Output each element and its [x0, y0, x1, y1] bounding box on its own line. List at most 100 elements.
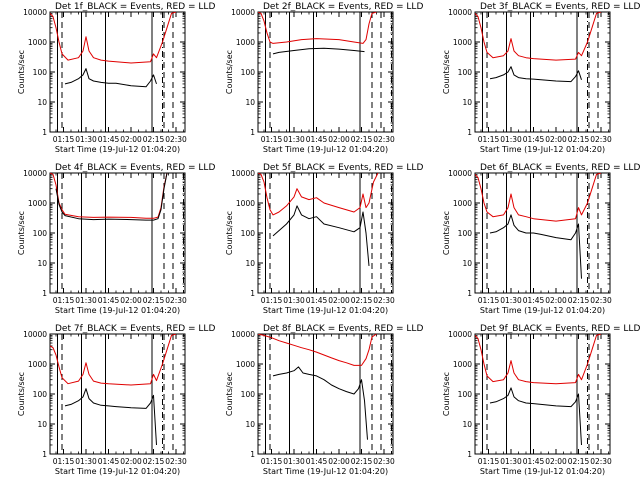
y-axis-label: Counts/sec — [225, 211, 234, 255]
y-axis-label: Counts/sec — [17, 372, 26, 416]
y-tick-label: 1 — [467, 289, 472, 298]
y-tick-label: 1000 — [453, 199, 472, 208]
events-series-line — [272, 47, 365, 55]
y-tick-label: 100 — [33, 390, 48, 399]
lld-series-line — [258, 334, 377, 366]
y-tick-label: 1000 — [28, 360, 47, 369]
panel-curves — [50, 334, 177, 446]
x-tick-label: 01:45 — [523, 135, 545, 144]
x-tick-label: 01:30 — [500, 457, 522, 466]
panel-title: Det 8f_BLACK = Events, RED = LLD — [263, 324, 423, 334]
x-tick-label: 01:30 — [75, 457, 97, 466]
y-tick-label: 10 — [37, 420, 47, 429]
panel-curves — [475, 334, 602, 446]
plot-frame — [49, 333, 186, 455]
panel-title: Det 5f_BLACK = Events, RED = LLD — [263, 163, 423, 173]
panel-curves — [475, 12, 602, 83]
x-axis-label: Start Time (19-Jul-12 01:04:20) — [55, 467, 180, 476]
y-tick-label: 1000 — [28, 199, 47, 208]
lld-series-line — [475, 334, 602, 385]
lld-series-line — [475, 173, 602, 222]
y-tick-label: 1 — [250, 289, 255, 298]
y-tick-label: 1000 — [28, 38, 47, 47]
panel-curves — [50, 173, 168, 221]
x-tick-label: 01:30 — [75, 135, 97, 144]
y-axis-label: Counts/sec — [17, 211, 26, 255]
y-tick-label: 1 — [250, 450, 255, 459]
detector-panel-9: Det 9f_BLACK = Events, RED = LLD 1 10 100 10… — [442, 324, 640, 476]
x-tick-label: 02:00 — [120, 457, 142, 466]
detector-panel-6: Det 6f_BLACK = Events, RED = LLD 1 10 100 10… — [442, 163, 640, 315]
y-tick-label: 10000 — [23, 8, 47, 17]
lld-series-line — [50, 334, 177, 386]
x-tick-label: 01:45 — [98, 457, 120, 466]
y-tick-label: 1 — [250, 128, 255, 137]
events-series-line — [64, 388, 157, 446]
x-tick-label: 01:15 — [53, 296, 75, 305]
x-tick-label: 01:45 — [306, 457, 328, 466]
x-tick-label: 02:30 — [373, 135, 395, 144]
panel-title: Det 2f_BLACK = Events, RED = LLD — [263, 2, 423, 12]
events-series-line — [64, 68, 157, 88]
x-axis-label: Start Time (19-Jul-12 01:04:20) — [263, 145, 388, 154]
x-tick-label: 02:30 — [165, 296, 187, 305]
x-tick-label: 01:15 — [478, 135, 500, 144]
x-axis-label: Start Time (19-Jul-12 01:04:20) — [263, 467, 388, 476]
y-tick-label: 10 — [37, 259, 47, 268]
y-tick-label: 1 — [42, 450, 47, 459]
y-tick-label: 10 — [245, 420, 255, 429]
lld-series-line — [50, 173, 168, 219]
panel-title: Det 4f_BLACK = Events, RED = LLD — [55, 163, 215, 173]
x-tick-label: 02:30 — [590, 457, 612, 466]
y-tick-label: 1000 — [453, 360, 472, 369]
plot-frame — [257, 333, 394, 455]
y-tick-label: 100 — [241, 229, 256, 238]
y-tick-label: 10 — [462, 259, 472, 268]
plot-frame — [474, 333, 611, 455]
lld-series-line — [50, 12, 177, 64]
panel-title: Det 9f_BLACK = Events, RED = LLD — [480, 324, 640, 334]
detector-panel-7: Det 7f_BLACK = Events, RED = LLD 1 10 100 10… — [17, 324, 215, 476]
x-tick-label: 02:00 — [328, 296, 350, 305]
y-tick-label: 100 — [458, 229, 473, 238]
y-axis-label: Counts/sec — [17, 50, 26, 94]
x-axis-label: Start Time (19-Jul-12 01:04:20) — [55, 145, 180, 154]
x-tick-label: 02:15 — [568, 457, 590, 466]
x-tick-label: 01:45 — [523, 457, 545, 466]
panel-curves — [475, 173, 602, 279]
panel-curves — [258, 173, 379, 266]
x-tick-label: 02:15 — [351, 457, 373, 466]
y-tick-label: 10000 — [23, 169, 47, 178]
x-tick-label: 01:15 — [53, 457, 75, 466]
x-axis-label: Start Time (19-Jul-12 01:04:20) — [263, 306, 388, 315]
x-tick-label: 01:45 — [523, 296, 545, 305]
x-tick-label: 01:30 — [500, 135, 522, 144]
x-tick-label: 01:15 — [478, 457, 500, 466]
y-axis-label: Counts/sec — [442, 50, 451, 94]
lld-series-line — [258, 12, 377, 44]
x-tick-label: 01:30 — [500, 296, 522, 305]
x-tick-label: 02:00 — [328, 135, 350, 144]
x-tick-label: 02:15 — [351, 135, 373, 144]
events-series-line — [489, 66, 582, 83]
plot-frame — [474, 11, 611, 133]
x-tick-label: 02:00 — [545, 457, 567, 466]
detector-panel-8: Det 8f_BLACK = Events, RED = LLD 1 10 100 10… — [225, 324, 423, 476]
plot-frame — [49, 11, 186, 133]
y-tick-label: 10 — [245, 259, 255, 268]
x-tick-label: 02:00 — [545, 135, 567, 144]
x-tick-label: 01:30 — [283, 296, 305, 305]
events-series-line — [489, 214, 582, 279]
y-axis-label: Counts/sec — [442, 211, 451, 255]
x-tick-label: 02:00 — [120, 296, 142, 305]
panel-title: Det 1f_BLACK = Events, RED = LLD — [55, 2, 215, 12]
x-tick-label: 02:15 — [568, 135, 590, 144]
y-tick-label: 10000 — [231, 330, 255, 339]
x-tick-label: 02:00 — [545, 296, 567, 305]
y-tick-label: 10000 — [448, 169, 472, 178]
x-tick-label: 01:15 — [53, 135, 75, 144]
y-axis-label: Counts/sec — [225, 372, 234, 416]
x-tick-label: 02:30 — [373, 457, 395, 466]
x-tick-label: 02:30 — [590, 135, 612, 144]
